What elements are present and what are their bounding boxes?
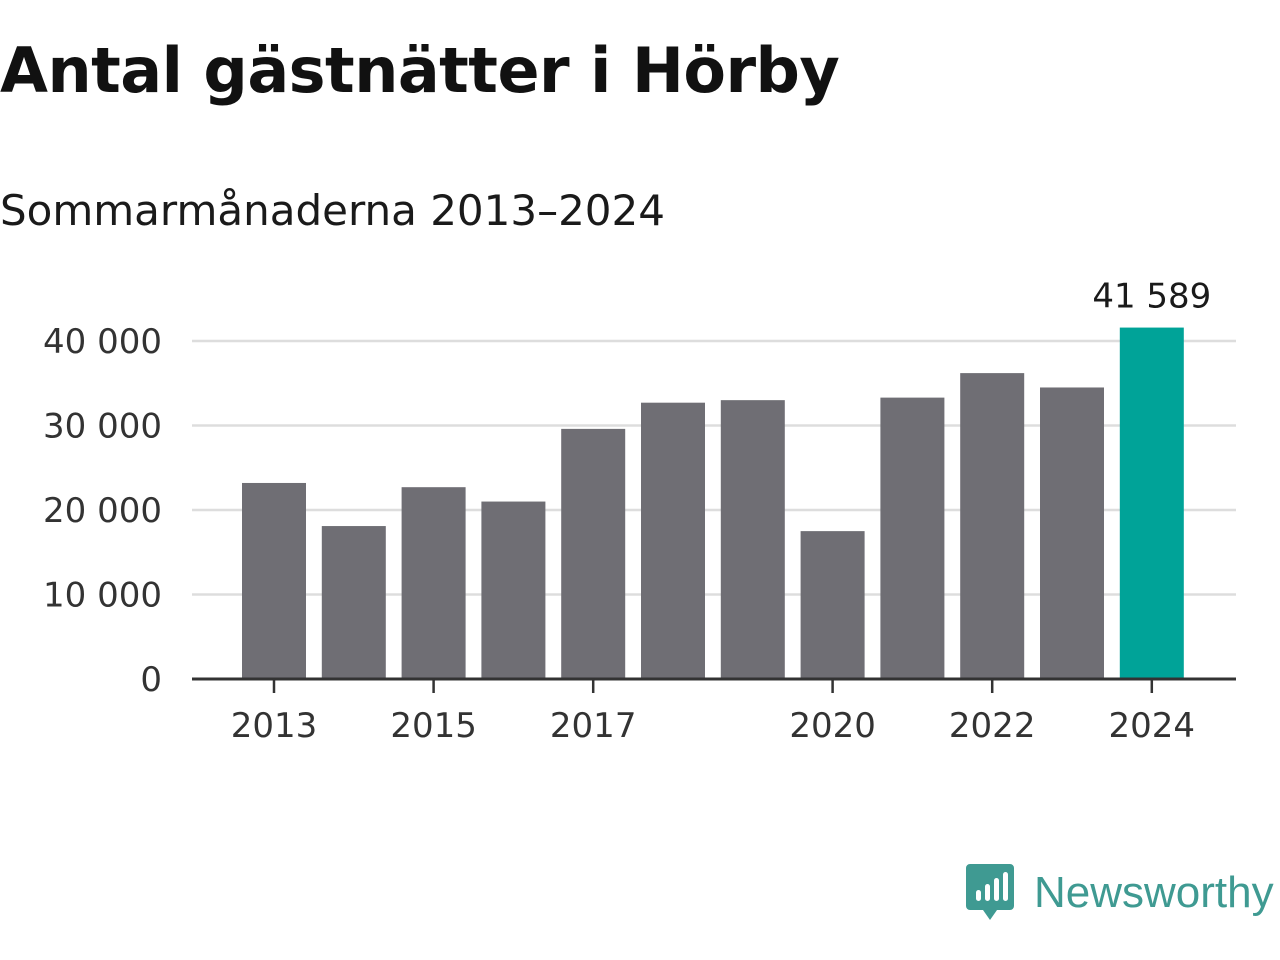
bar-2016 xyxy=(481,501,546,679)
x-tick-label: 2013 xyxy=(231,706,318,746)
bar-2024 xyxy=(1119,327,1184,679)
x-tick-label: 2020 xyxy=(789,706,876,746)
y-tick-label: 30 000 xyxy=(43,407,162,447)
bar-2014 xyxy=(321,526,386,679)
bar-2013 xyxy=(242,482,306,679)
bar-2015 xyxy=(401,487,466,679)
axes xyxy=(192,677,1236,693)
bars xyxy=(242,327,1184,679)
x-tick-label: 2017 xyxy=(550,706,637,746)
newsworthy-logo-icon xyxy=(966,864,1014,920)
y-tick-label: 10 000 xyxy=(43,576,162,616)
chart-subtitle: Sommarmånaderna 2013–2024 xyxy=(0,186,665,235)
value-label: 41 589 xyxy=(1092,277,1211,317)
bar-2017 xyxy=(561,428,626,679)
y-tick-label: 0 xyxy=(140,660,162,700)
x-tick-label: 2024 xyxy=(1109,706,1196,746)
bar-2023 xyxy=(1040,387,1104,679)
chart-title: Antal gästnätter i Hörby xyxy=(0,34,840,107)
x-tick-label: 2022 xyxy=(949,706,1036,746)
bar-2022 xyxy=(960,373,1025,679)
newsworthy-logo-text: Newsworthy xyxy=(1034,868,1274,917)
y-tick-label: 20 000 xyxy=(43,491,162,531)
labels: 0 10 000 20 000 30 000 40 000 2013 2015 2017 202… xyxy=(43,277,1211,746)
y-tick-label: 40 000 xyxy=(43,322,162,362)
bar-2019 xyxy=(720,400,785,679)
newsworthy-logo[interactable]: Newsworthy xyxy=(964,862,1274,924)
bar-2020 xyxy=(800,531,865,679)
x-tick-label: 2015 xyxy=(390,706,477,746)
bar-2018 xyxy=(641,402,705,679)
bar-2021 xyxy=(880,397,945,679)
